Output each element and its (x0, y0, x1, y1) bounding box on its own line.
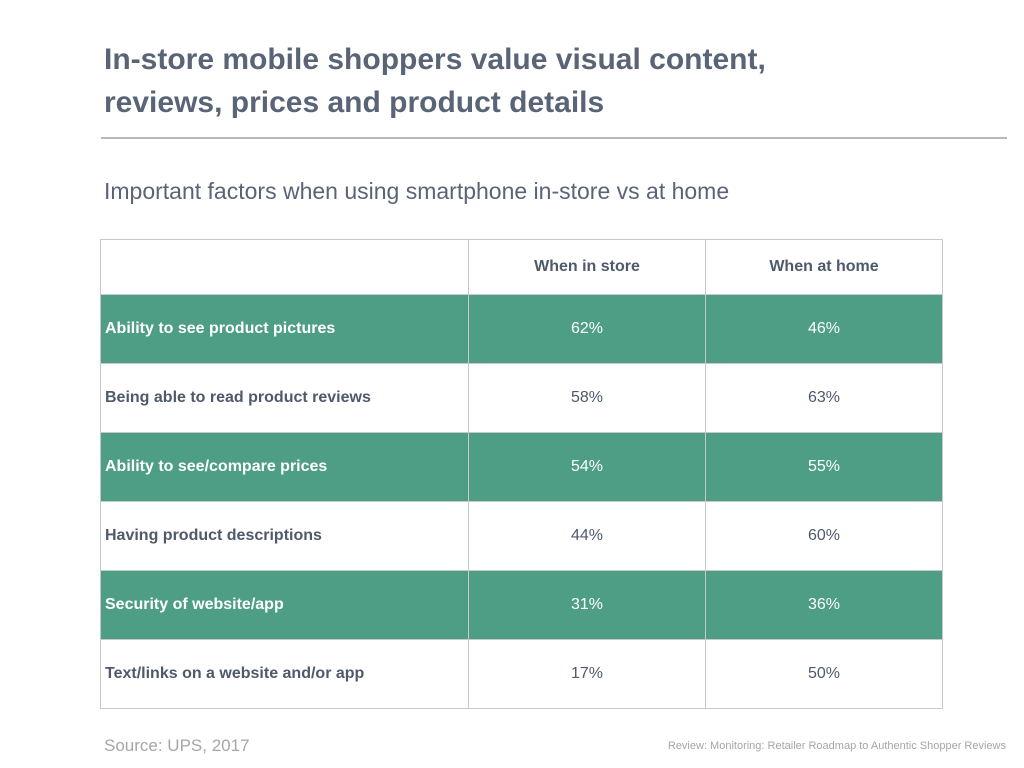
factors-table: When in store When at home Ability to se… (100, 239, 943, 709)
header-cell-at-home: When at home (705, 239, 943, 295)
table-header-row: When in store When at home (100, 239, 943, 295)
factor-label: Ability to see/compare prices (100, 432, 469, 502)
header-cell-factor (100, 239, 469, 295)
in-store-value: 58% (468, 363, 706, 433)
at-home-value: 63% (705, 363, 943, 433)
page-title: In-store mobile shoppers value visual co… (104, 38, 984, 124)
factor-label: Being able to read product reviews (100, 363, 469, 433)
table-row: Text/links on a website and/or app 17% 5… (100, 639, 943, 709)
in-store-value: 44% (468, 501, 706, 571)
table-row: Ability to see product pictures 62% 46% (100, 294, 943, 364)
at-home-value: 46% (705, 294, 943, 364)
at-home-value: 55% (705, 432, 943, 502)
factor-label: Ability to see product pictures (100, 294, 469, 364)
page-subtitle: Important factors when using smartphone … (104, 178, 730, 204)
header-cell-in-store: When in store (468, 239, 706, 295)
at-home-value: 36% (705, 570, 943, 640)
in-store-value: 17% (468, 639, 706, 709)
at-home-value: 60% (705, 501, 943, 571)
table-row: Having product descriptions 44% 60% (100, 501, 943, 571)
table-row: Ability to see/compare prices 54% 55% (100, 432, 943, 502)
table-row: Security of website/app 31% 36% (100, 570, 943, 640)
source-note: Source: UPS, 2017 (104, 736, 250, 755)
table-row: Being able to read product reviews 58% 6… (100, 363, 943, 433)
factor-label: Security of website/app (100, 570, 469, 640)
in-store-value: 54% (468, 432, 706, 502)
title-line-1: In-store mobile shoppers value visual co… (104, 43, 766, 76)
in-store-value: 62% (468, 294, 706, 364)
title-line-2: reviews, prices and product details (104, 86, 605, 119)
factor-label: Text/links on a website and/or app (100, 639, 469, 709)
citation-note: Review: Monitoring: Retailer Roadmap to … (667, 740, 1006, 752)
at-home-value: 50% (705, 639, 943, 709)
in-store-value: 31% (468, 570, 706, 640)
title-divider (101, 137, 1007, 139)
factor-label: Having product descriptions (100, 501, 469, 571)
